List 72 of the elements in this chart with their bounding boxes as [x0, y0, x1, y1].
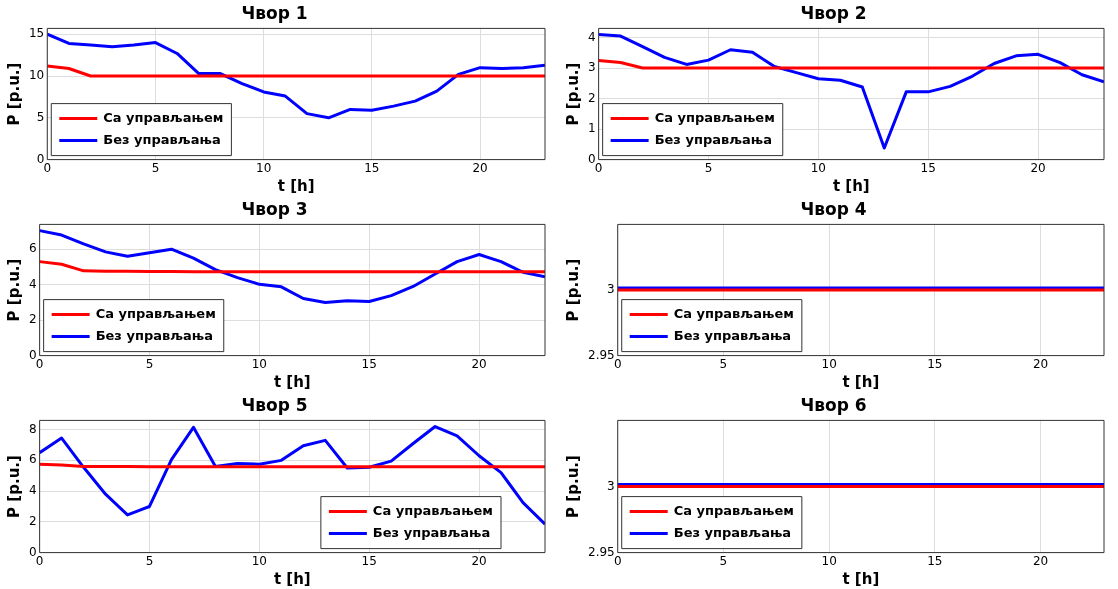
y-tick-label: 2 [28, 513, 37, 528]
y-tick-label: 3 [587, 60, 596, 75]
x-tick-label: 20 [471, 553, 487, 568]
legend-label: Без управљања [654, 131, 773, 147]
x-tick-label: 15 [920, 160, 936, 175]
x-tick-label: 5 [151, 160, 160, 175]
legend-label: Без управљања [673, 524, 792, 540]
y-tick-label: 4 [28, 483, 37, 498]
legend-label: Са управљањем [673, 305, 794, 321]
legend-label: Без управљања [372, 524, 491, 540]
x-tick-label: 5 [704, 160, 713, 175]
x-tick-label: 15 [927, 553, 943, 568]
x-axis-title: t [h] [842, 569, 880, 588]
x-axis-title: t [h] [832, 176, 870, 195]
y-tick-label: 15 [28, 26, 45, 41]
chart-title: Чвор 3 [241, 198, 308, 219]
y-tick-label: 3 [607, 478, 615, 493]
x-tick-label: 10 [821, 356, 837, 371]
legend-label: Без управљања [103, 131, 221, 147]
chart-title: Чвор 4 [800, 198, 867, 219]
x-tick-label: 5 [719, 356, 728, 371]
y-axis-title: P [p.u.] [563, 62, 582, 126]
legend-label: Са управљањем [673, 502, 794, 518]
legend-label: Са управљањем [95, 305, 216, 321]
x-tick-label: 15 [361, 553, 377, 568]
chart-title: Чвор 5 [241, 394, 308, 415]
y-tick-label: 3 [607, 282, 615, 297]
x-tick-label: 10 [821, 553, 837, 568]
x-tick-label: 10 [256, 160, 272, 175]
y-tick-label: 1 [587, 121, 596, 136]
x-tick-label: 15 [927, 356, 943, 371]
legend-label: Без управљања [673, 327, 792, 343]
y-tick-label: 6 [28, 452, 37, 467]
legend-label: Са управљањем [372, 502, 494, 518]
x-tick-label: 15 [364, 160, 380, 175]
y-axis-title: P [p.u.] [563, 455, 582, 518]
legend-label: Са управљањем [654, 109, 775, 125]
chart-title: Чвор 1 [241, 2, 308, 23]
y-tick-label: 2 [587, 90, 596, 105]
y-tick-label: 5 [36, 109, 45, 124]
x-tick-label: 20 [471, 356, 487, 371]
x-tick-label: 15 [361, 356, 377, 371]
x-axis-title: t [h] [842, 372, 880, 391]
x-tick-label: 5 [145, 553, 154, 568]
legend-label: Без управљања [95, 327, 214, 343]
y-tick-label: 2.95 [588, 544, 615, 559]
legend-label: Са управљањем [103, 109, 224, 125]
x-tick-label: 20 [1032, 553, 1049, 568]
x-tick-label: 10 [810, 160, 826, 175]
y-tick-label: 4 [587, 29, 596, 44]
x-axis-title: t [h] [273, 372, 311, 391]
chart-title: Чвор 6 [800, 394, 867, 415]
y-tick-label: 2.95 [588, 347, 615, 362]
x-axis-title: t [h] [273, 569, 311, 588]
x-tick-label: 5 [145, 356, 154, 371]
y-tick-label: 10 [28, 68, 45, 83]
y-axis-title: P [p.u.] [4, 258, 23, 322]
y-tick-label: 2 [28, 312, 37, 327]
chart-title: Чвор 2 [800, 2, 867, 23]
x-tick-label: 10 [251, 356, 267, 371]
y-tick-label: 4 [28, 276, 37, 291]
y-tick-label: 8 [28, 421, 37, 436]
x-tick-label: 20 [472, 160, 488, 175]
x-tick-label: 10 [251, 553, 267, 568]
x-tick-label: 20 [1030, 160, 1046, 175]
x-axis-title: t [h] [277, 176, 315, 195]
y-axis-title: P [p.u.] [4, 455, 23, 518]
x-tick-label: 20 [1032, 356, 1049, 371]
x-tick-label: 5 [719, 553, 728, 568]
y-tick-label: 6 [28, 241, 37, 256]
y-axis-title: P [p.u.] [4, 62, 23, 126]
y-axis-title: P [p.u.] [563, 258, 582, 322]
